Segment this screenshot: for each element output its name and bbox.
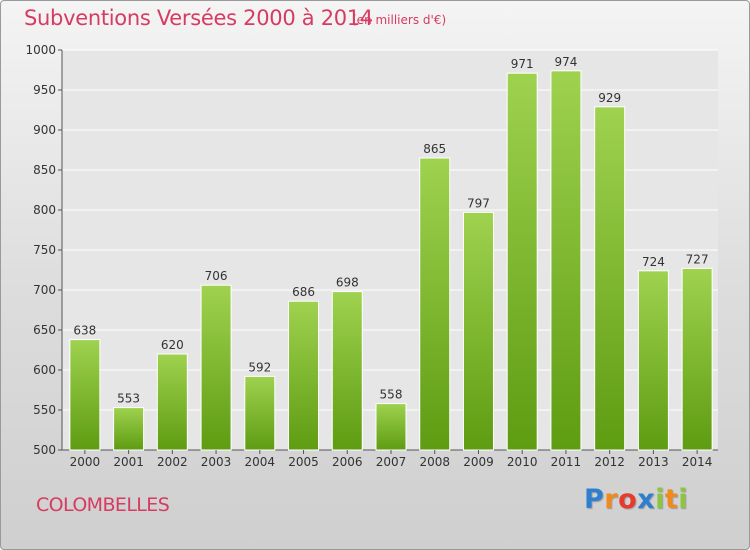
- logo-letter: t: [664, 484, 679, 515]
- data-label: 620: [161, 338, 184, 352]
- proxiti-logo: Proxiti: [584, 484, 688, 515]
- x-tick-label: 2001: [113, 455, 144, 469]
- data-label: 974: [554, 55, 577, 69]
- bar: [462, 211, 494, 451]
- y-tick-label: 600: [33, 363, 56, 377]
- data-label: 553: [117, 392, 140, 406]
- data-label: 592: [248, 360, 271, 374]
- bar: [419, 157, 451, 451]
- y-tick-label: 650: [33, 323, 56, 337]
- x-tick-label: 2005: [288, 455, 319, 469]
- x-tick-label: 2011: [551, 455, 582, 469]
- data-label: 724: [642, 255, 665, 269]
- x-tick-label: 2013: [638, 455, 669, 469]
- bar: [550, 70, 582, 451]
- y-tick-label: 750: [33, 243, 56, 257]
- y-tick-label: 550: [33, 403, 56, 417]
- data-label: 558: [380, 388, 403, 402]
- x-tick-label: 2009: [463, 455, 494, 469]
- bar: [375, 403, 407, 451]
- y-tick-label: 500: [33, 443, 56, 457]
- y-tick-label: 1000: [25, 43, 56, 57]
- x-tick-label: 2008: [419, 455, 450, 469]
- x-tick-label: 2014: [682, 455, 713, 469]
- y-tick-label: 700: [33, 283, 56, 297]
- x-tick-label: 2000: [70, 455, 101, 469]
- bar: [244, 375, 276, 451]
- x-tick-label: 2007: [376, 455, 407, 469]
- commune-name: COLOMBELLES: [36, 494, 170, 516]
- x-tick-label: 2012: [594, 455, 625, 469]
- bar: [288, 300, 320, 451]
- bar: [681, 267, 713, 451]
- bar: [331, 291, 363, 451]
- x-tick-label: 2004: [245, 455, 276, 469]
- data-label: 686: [292, 285, 315, 299]
- bar: [69, 339, 101, 451]
- logo-letter: r: [604, 484, 619, 515]
- data-label: 865: [423, 142, 446, 156]
- data-label: 698: [336, 276, 359, 290]
- logo-letter: o: [618, 484, 638, 515]
- logo-letter: i: [678, 484, 689, 515]
- logo-letter: i: [655, 484, 665, 515]
- bar: [113, 407, 145, 451]
- data-label: 638: [73, 324, 96, 338]
- bar: [506, 72, 538, 451]
- bar: [200, 284, 232, 451]
- bar: [637, 270, 669, 451]
- unit-label: (en milliers d'€): [352, 13, 447, 27]
- logo-letter: P: [584, 484, 605, 515]
- chart-title: Subventions Versées 2000 à 2014: [24, 6, 373, 30]
- bar: [594, 106, 626, 451]
- x-tick-label: 2006: [332, 455, 363, 469]
- x-tick-label: 2003: [201, 455, 232, 469]
- data-label: 797: [467, 196, 490, 210]
- x-tick-label: 2002: [157, 455, 188, 469]
- data-label: 727: [686, 252, 709, 266]
- y-tick-label: 900: [33, 123, 56, 137]
- data-label: 971: [511, 57, 534, 71]
- y-tick-label: 800: [33, 203, 56, 217]
- data-label: 929: [598, 91, 621, 105]
- y-tick-label: 950: [33, 83, 56, 97]
- y-tick-label: 850: [33, 163, 56, 177]
- bar: [156, 353, 188, 451]
- logo-letter: x: [637, 484, 656, 515]
- data-label: 706: [205, 269, 228, 283]
- x-tick-label: 2010: [507, 455, 538, 469]
